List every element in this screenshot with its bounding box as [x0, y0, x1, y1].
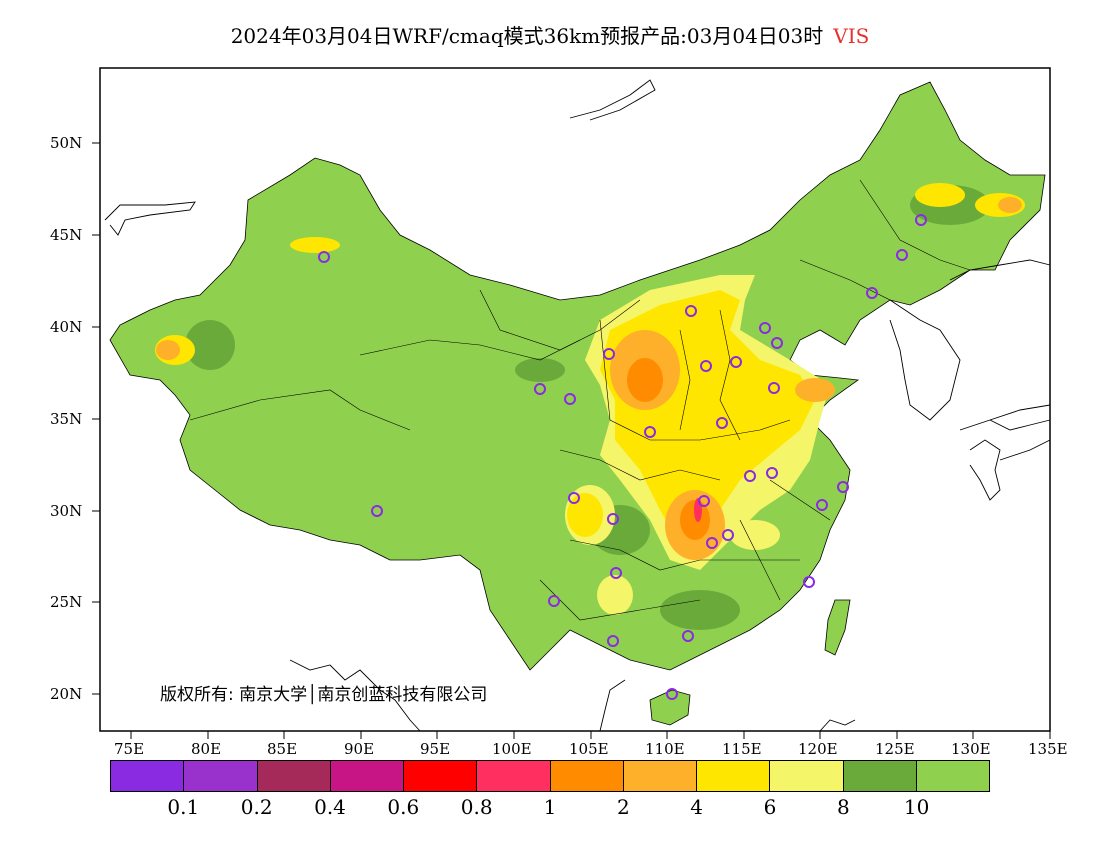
lon-label-125e: 125E	[875, 740, 915, 758]
circle-station-icon	[730, 356, 742, 368]
colorbar-swatch	[550, 761, 624, 791]
colorbar-tick-label: 0.4	[314, 795, 346, 819]
colorbar-swatch	[111, 761, 185, 791]
colorbar-swatch	[477, 761, 551, 791]
title-product: 2024年03月04日WRF/cmaq模式36km预报产品:03月04日03时	[230, 24, 824, 48]
circle-station-icon	[896, 249, 908, 261]
taiwan-island	[824, 599, 851, 656]
circle-station-icon	[766, 467, 778, 479]
axis-ticks	[92, 142, 1051, 739]
circle-station-icon	[722, 529, 734, 541]
circle-station-icon	[685, 305, 697, 317]
station-markers	[318, 214, 927, 700]
lon-label-80e: 80E	[191, 740, 222, 758]
lon-label-130e: 130E	[951, 740, 991, 758]
lon-label-120e: 120E	[798, 740, 838, 758]
lat-label-40n: 40N	[50, 318, 83, 336]
vis-1-2-zones	[627, 358, 710, 540]
vis-2-4-zones	[156, 197, 1022, 560]
circle-station-icon	[548, 595, 560, 607]
lat-label-35n: 35N	[50, 410, 83, 428]
lon-label-110e: 110E	[645, 740, 685, 758]
circle-station-icon	[744, 470, 756, 482]
colorbar	[110, 760, 990, 792]
lon-label-75e: 75E	[114, 740, 145, 758]
colorbar-swatch	[697, 761, 771, 791]
circle-station-icon	[698, 495, 710, 507]
copyright-text: 版权所有: 南京大学│南京创蓝科技有限公司	[160, 685, 488, 705]
circle-station-icon	[644, 426, 656, 438]
circle-station-icon	[700, 360, 712, 372]
colorbar-tick-label: 0.6	[387, 795, 420, 819]
circle-station-icon	[682, 630, 694, 642]
circle-station-icon	[568, 492, 580, 504]
circle-station-icon	[607, 513, 619, 525]
circle-station-icon	[607, 635, 619, 647]
lon-label-115e: 115E	[722, 740, 762, 758]
colorbar-swatch	[330, 761, 404, 791]
colorbar-swatch	[843, 761, 917, 791]
colorbar-swatch	[623, 761, 697, 791]
colorbar-tick-label: 0.1	[167, 795, 200, 819]
circle-station-icon	[666, 688, 678, 700]
circle-station-icon	[564, 393, 576, 405]
colorbar-tick-label: 4	[690, 795, 704, 819]
lat-label-25n: 25N	[50, 593, 83, 611]
circle-station-icon	[837, 481, 849, 493]
colorbar-tick-label: 0.8	[460, 795, 493, 819]
lat-label-50n: 50N	[50, 134, 83, 152]
circle-station-icon	[534, 383, 546, 395]
colorbar-swatch	[770, 761, 844, 791]
circle-station-icon	[771, 337, 783, 349]
circle-station-icon	[716, 417, 728, 429]
circle-station-icon	[371, 505, 383, 517]
lon-label-90e: 90E	[344, 740, 375, 758]
circle-station-icon	[610, 567, 622, 579]
circle-station-icon	[759, 322, 771, 334]
province-boundaries	[189, 179, 971, 621]
circle-station-icon	[706, 537, 718, 549]
lon-label-85e: 85E	[267, 740, 298, 758]
neighbor-coastlines	[104, 79, 1051, 732]
colorbar-tick-label: 1	[543, 795, 557, 819]
circle-station-icon	[768, 382, 780, 394]
lat-label-45n: 45N	[50, 226, 83, 244]
lon-label-105e: 105E	[569, 740, 609, 758]
circle-station-icon	[603, 348, 615, 360]
colorbar-swatch	[916, 761, 989, 791]
circle-station-icon	[816, 499, 828, 511]
circle-station-icon	[803, 576, 815, 588]
lon-label-100e: 100E	[492, 740, 532, 758]
lat-label-30n: 30N	[50, 502, 83, 520]
colorbar-tick-label: 0.2	[240, 795, 273, 819]
lon-label-95e: 95E	[420, 740, 451, 758]
colorbar-swatch	[184, 761, 258, 791]
lat-label-20n: 20N	[50, 685, 83, 703]
circle-station-icon	[866, 287, 878, 299]
map-title: 2024年03月04日WRF/cmaq模式36km预报产品:03月04日03时 V…	[0, 20, 1100, 49]
china-landmass	[109, 81, 1046, 671]
colorbar-tick-label: 8	[836, 795, 850, 819]
title-variable: VIS	[833, 24, 870, 48]
circle-station-icon	[318, 251, 330, 263]
vis-0.8-1-zones	[694, 498, 702, 522]
colorbar-swatch	[404, 761, 478, 791]
lon-label-135e: 135E	[1028, 740, 1068, 758]
colorbar-tick-label: 10	[903, 795, 930, 819]
colorbar-tick-label: 2	[616, 795, 630, 819]
colorbar-swatch	[257, 761, 331, 791]
colorbar-tick-label: 6	[763, 795, 777, 819]
circle-station-icon	[915, 214, 927, 226]
